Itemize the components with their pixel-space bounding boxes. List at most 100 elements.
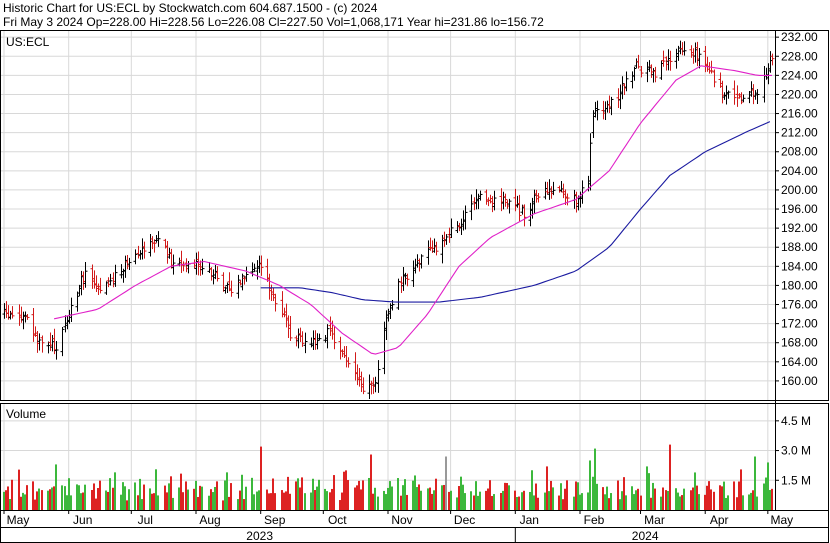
volume-bar bbox=[251, 477, 253, 510]
volume-bar bbox=[272, 478, 274, 510]
ohlc-bar bbox=[591, 110, 596, 138]
volume-bar bbox=[713, 491, 715, 510]
volume-bar bbox=[752, 490, 754, 510]
volume-bar bbox=[283, 492, 285, 510]
volume-bar bbox=[640, 495, 642, 510]
volume-bar bbox=[648, 473, 650, 510]
volume-bar bbox=[675, 488, 677, 510]
volume-bar bbox=[427, 488, 429, 510]
volume-bar bbox=[216, 481, 218, 510]
ohlc-bar bbox=[213, 265, 218, 280]
volume-bar bbox=[324, 488, 326, 510]
ohlc-bar bbox=[48, 332, 53, 351]
ohlc-bar bbox=[461, 210, 466, 231]
volume-bar bbox=[456, 497, 458, 510]
ohlc-bar bbox=[440, 234, 445, 264]
volume-bar bbox=[400, 495, 402, 510]
volume-bar bbox=[256, 491, 258, 510]
ohlc-bar bbox=[551, 181, 556, 196]
ohlc-bar bbox=[411, 260, 416, 287]
ohlc-bar bbox=[399, 276, 404, 294]
volume-bar bbox=[708, 481, 710, 510]
ohlc-bar bbox=[490, 196, 495, 213]
volume-bar bbox=[237, 499, 239, 510]
symbol-label: US:ECL bbox=[6, 35, 50, 49]
volume-bar bbox=[721, 486, 723, 510]
ohlc-bar bbox=[104, 281, 109, 295]
ohlc-bar bbox=[486, 197, 491, 207]
ohlc-bar bbox=[148, 234, 153, 257]
ohlc-bar bbox=[325, 324, 330, 349]
ohlc-bar bbox=[557, 185, 562, 193]
volume-bar bbox=[326, 491, 328, 510]
ohlc-bar bbox=[636, 54, 641, 69]
ohlc-bar bbox=[229, 280, 234, 297]
ohlc-bar bbox=[396, 278, 401, 310]
volume-bar bbox=[533, 495, 535, 510]
ohlc-bar bbox=[238, 279, 243, 286]
volume-bar bbox=[70, 495, 72, 510]
volume-bar bbox=[210, 489, 212, 510]
volume-bar bbox=[389, 481, 391, 510]
volume-bar bbox=[397, 478, 399, 510]
volume-bar bbox=[677, 492, 679, 510]
ohlc-bar bbox=[108, 273, 113, 286]
volume-bar bbox=[124, 486, 126, 510]
ohlc-bar bbox=[434, 241, 439, 256]
ohlc-bar bbox=[359, 371, 364, 392]
ohlc-bar bbox=[265, 258, 270, 282]
volume-bar bbox=[719, 485, 721, 510]
ohlc-bar bbox=[605, 100, 610, 113]
price-tick-label: 216.00 bbox=[781, 107, 818, 121]
ohlc-bar bbox=[8, 310, 13, 320]
ohlc-bar bbox=[603, 101, 608, 120]
volume-bar bbox=[475, 481, 477, 510]
ohlc-bar bbox=[678, 40, 683, 55]
volume-bar bbox=[604, 494, 606, 510]
volume-bar bbox=[172, 497, 174, 510]
ohlc-bar bbox=[718, 72, 723, 88]
volume-bar bbox=[473, 495, 475, 510]
volume-bar bbox=[562, 499, 564, 510]
ohlc-bar bbox=[543, 181, 548, 200]
volume-bar bbox=[41, 490, 43, 510]
volume-bar bbox=[508, 485, 510, 510]
volume-bar bbox=[195, 480, 197, 510]
volume-bar bbox=[5, 490, 7, 510]
volume-bar bbox=[268, 493, 270, 510]
volume-bar bbox=[696, 485, 698, 510]
volume-bar bbox=[345, 470, 347, 510]
ohlc-bar bbox=[69, 297, 74, 323]
volume-bar bbox=[404, 479, 406, 510]
ohlc-bar bbox=[300, 331, 305, 347]
ohlc-bar bbox=[221, 272, 226, 292]
ohlc-bar bbox=[240, 273, 245, 291]
month-label: Oct bbox=[328, 513, 347, 527]
ohlc-bar bbox=[593, 101, 598, 118]
ohlc-bar bbox=[252, 263, 257, 272]
volume-bar bbox=[523, 490, 525, 510]
volume-bar bbox=[170, 476, 172, 510]
ohlc-bar bbox=[474, 189, 479, 210]
month-axis: May Jun Jul Aug Sep Oct Nov Dec Jan Feb Mar Apr May 2… bbox=[3, 510, 793, 543]
ohlc-bar bbox=[142, 241, 147, 259]
ohlc-bar bbox=[549, 186, 554, 199]
volume-bar bbox=[433, 490, 435, 510]
ohlc-bar bbox=[127, 257, 132, 271]
price-tick-label: 164.00 bbox=[781, 355, 818, 369]
volume-bar bbox=[769, 490, 771, 510]
ohlc-bar bbox=[165, 241, 170, 264]
volume-bar bbox=[105, 490, 107, 510]
volume-bar bbox=[623, 477, 625, 510]
ohlc-bar bbox=[724, 85, 729, 105]
volume-bar bbox=[506, 483, 508, 510]
volume-bar bbox=[178, 487, 180, 510]
ohlc-bar bbox=[355, 364, 360, 386]
volume-bar bbox=[51, 487, 53, 510]
volume-bar bbox=[80, 493, 82, 510]
ohlc-bar bbox=[707, 62, 712, 74]
volume-bar bbox=[669, 444, 671, 510]
volume-bar bbox=[429, 487, 431, 510]
ohlc-bar bbox=[664, 56, 669, 71]
volume-bar bbox=[7, 486, 9, 510]
